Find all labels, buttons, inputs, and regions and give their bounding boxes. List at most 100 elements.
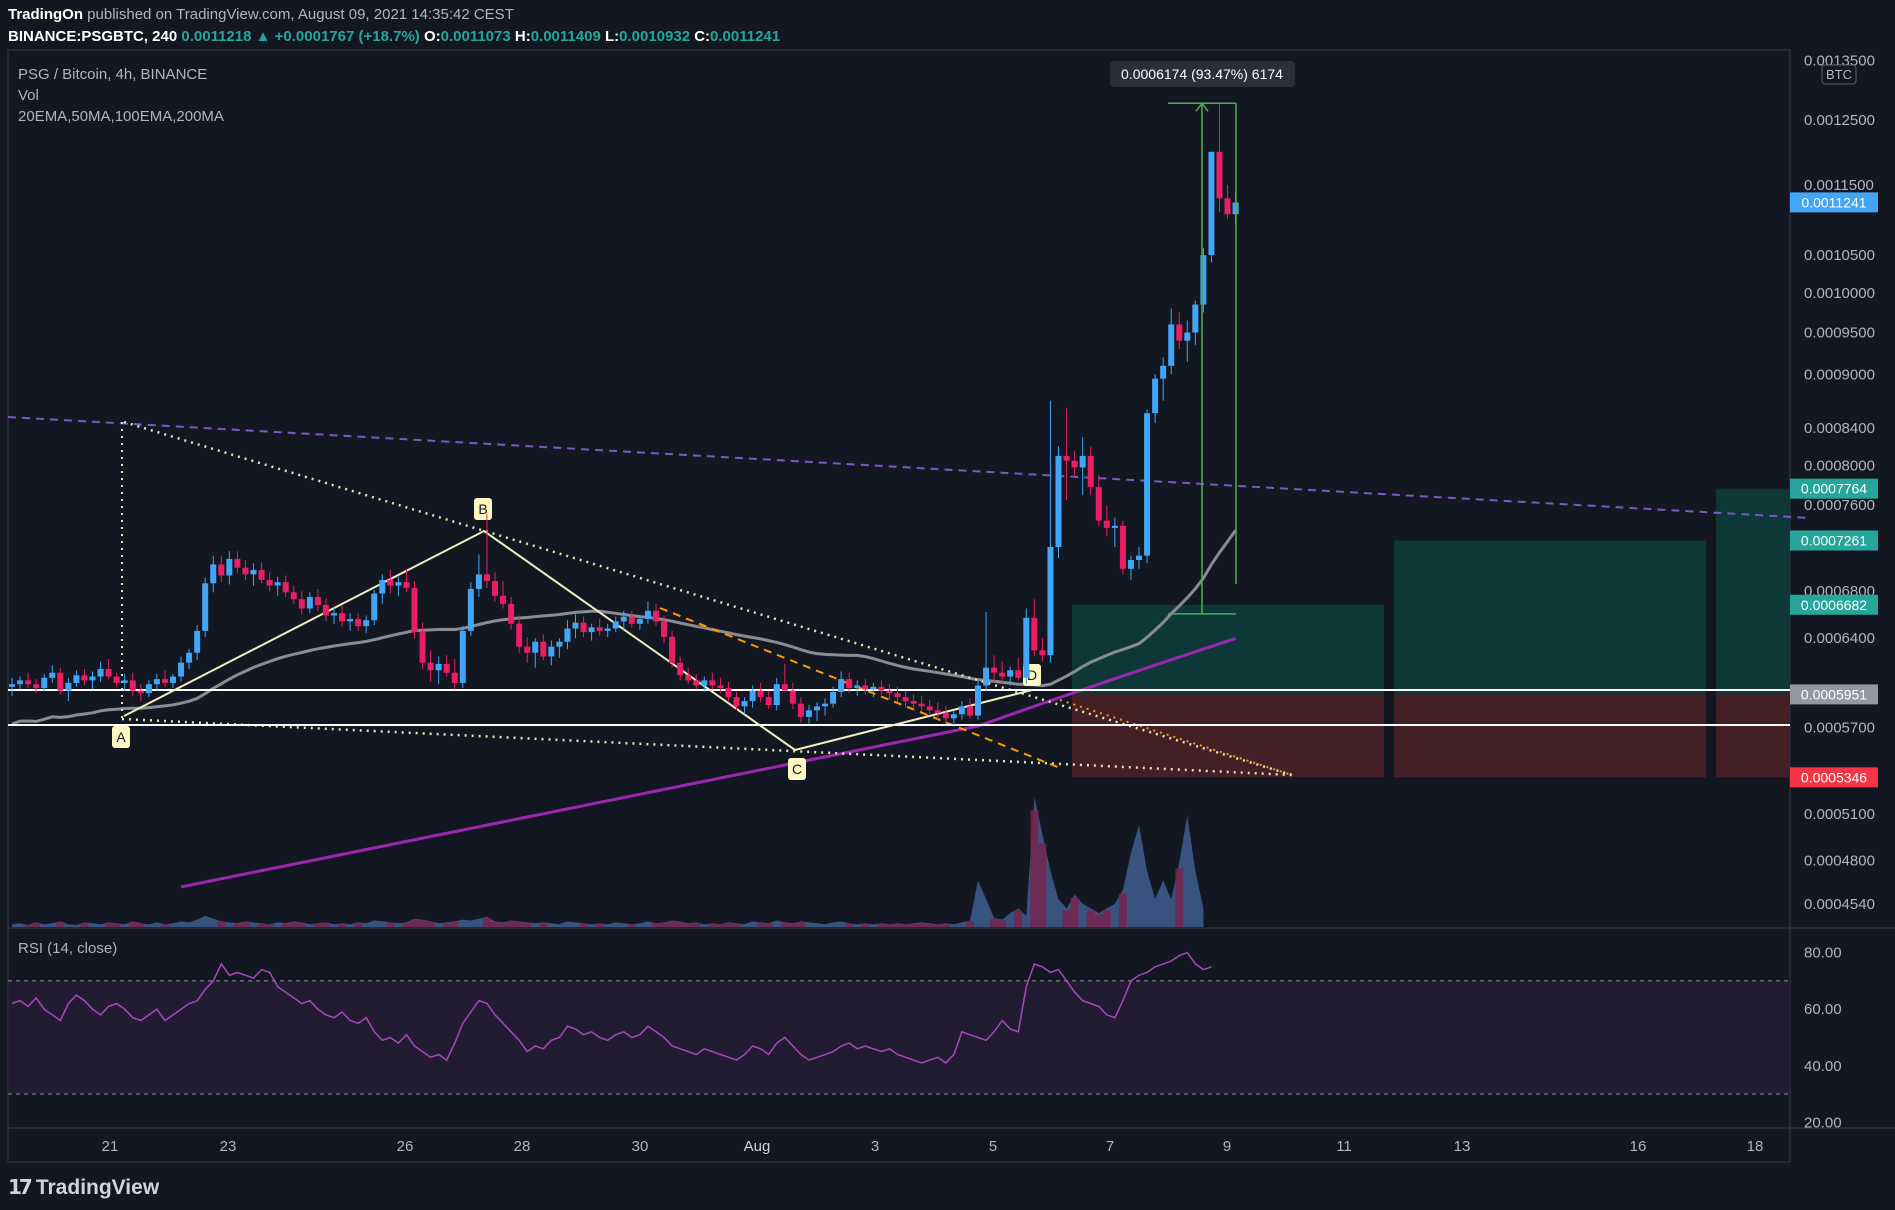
candle-down bbox=[1015, 670, 1022, 678]
candle-up bbox=[306, 596, 313, 609]
low-value: 0.0010932 bbox=[619, 28, 691, 45]
candle-down bbox=[886, 690, 893, 694]
candle-up bbox=[17, 680, 24, 685]
volume-bar-down bbox=[595, 923, 604, 927]
time-axis-label: 16 bbox=[1630, 1138, 1647, 1155]
volume-bar-down bbox=[128, 921, 137, 927]
candle-up bbox=[210, 564, 217, 584]
volume-bar-down bbox=[313, 923, 322, 927]
candle-down bbox=[508, 603, 515, 624]
time-axis-label: 11 bbox=[1336, 1138, 1352, 1155]
candle-up bbox=[250, 569, 257, 575]
candle-down bbox=[403, 582, 410, 588]
candle-down bbox=[411, 587, 418, 633]
low-label: L: bbox=[604, 28, 620, 45]
volume-legend[interactable]: Vol bbox=[18, 87, 39, 104]
candle-up bbox=[153, 679, 160, 685]
pattern-point-a: A bbox=[116, 729, 126, 745]
volume-bar-down bbox=[297, 922, 306, 927]
volume-bar-down bbox=[426, 921, 435, 927]
candle-down bbox=[355, 619, 362, 627]
author-name[interactable]: TradingOn bbox=[8, 6, 83, 23]
orange-dotted-line bbox=[1059, 699, 1293, 776]
pair-legend[interactable]: PSG / Bitcoin, 4h, BINANCE bbox=[18, 66, 208, 83]
candle-up bbox=[274, 582, 281, 586]
volume-bar-down bbox=[241, 921, 250, 927]
currency-badge: BTC bbox=[1826, 67, 1852, 82]
price-axis-label: 0.0006400 bbox=[1804, 630, 1875, 647]
volume-bar-down bbox=[1030, 810, 1039, 927]
candle-down bbox=[733, 697, 740, 707]
candle-down bbox=[942, 712, 949, 719]
volume-bar-down bbox=[1038, 843, 1047, 927]
volume-bar-down bbox=[1102, 910, 1111, 927]
high-value: 0.0011409 bbox=[530, 28, 601, 45]
candle-down bbox=[25, 680, 32, 685]
candle-down bbox=[451, 672, 458, 683]
volume-bar-down bbox=[917, 922, 926, 927]
candle-up bbox=[644, 610, 651, 620]
candle-down bbox=[137, 690, 144, 694]
candle-up bbox=[331, 613, 337, 616]
pattern-point-a-badge bbox=[112, 726, 130, 748]
candle-down bbox=[628, 616, 635, 624]
volume-bar-down bbox=[764, 923, 773, 927]
volume-bar-down bbox=[515, 921, 524, 927]
rsi-band bbox=[8, 980, 1790, 1095]
candle-down bbox=[443, 663, 450, 673]
candle-down bbox=[653, 610, 659, 622]
triangle-upper-line bbox=[123, 420, 1293, 777]
time-axis-label: 21 bbox=[102, 1138, 119, 1155]
price-axis-label: 0.0008400 bbox=[1804, 420, 1875, 437]
volume-bar-down bbox=[877, 923, 886, 927]
candle-up bbox=[1144, 413, 1151, 556]
volume-bar-down bbox=[788, 923, 797, 927]
volume-bar-down bbox=[418, 920, 427, 927]
candle-down bbox=[910, 701, 917, 704]
volume-bar-down bbox=[901, 924, 910, 927]
candle-up bbox=[1184, 332, 1191, 341]
volume-bar-down bbox=[780, 922, 789, 927]
brand[interactable]: 𝟭𝟳 TradingView bbox=[8, 1175, 159, 1200]
time-axis-label: 18 bbox=[1747, 1138, 1764, 1155]
volume-bar-down bbox=[442, 922, 451, 927]
candle-down bbox=[926, 706, 933, 711]
candle-up bbox=[1160, 365, 1167, 379]
rsi-legend[interactable]: RSI (14, close) bbox=[18, 940, 118, 957]
candle-up bbox=[1023, 617, 1030, 678]
ohlc-line: BINANCE:PSGBTC, 240 0.0011218 ▲ +0.00017… bbox=[8, 28, 780, 45]
candle-down bbox=[234, 558, 241, 568]
price-axis-label: 0.0010000 bbox=[1804, 285, 1875, 302]
candle-down bbox=[918, 703, 925, 707]
volume-bar-down bbox=[845, 923, 854, 927]
volume-bar-down bbox=[1175, 868, 1184, 927]
candle-down bbox=[862, 685, 869, 690]
time-axis-label: 28 bbox=[514, 1138, 531, 1155]
candle-up bbox=[805, 710, 812, 717]
candle-down bbox=[894, 693, 901, 698]
candle-down bbox=[757, 690, 764, 698]
pattern-point-d: D bbox=[1027, 667, 1037, 683]
price-badge-target: 0.0006682 bbox=[1801, 597, 1867, 613]
rsi-line bbox=[11, 951, 1212, 1064]
volume-bar-down bbox=[684, 923, 693, 927]
candle-down bbox=[1087, 455, 1094, 488]
candle-down bbox=[789, 690, 796, 704]
price-badge-stop: 0.0005346 bbox=[1801, 769, 1867, 785]
candle-down bbox=[483, 574, 490, 582]
candle-up bbox=[830, 691, 837, 704]
candle-down bbox=[765, 697, 772, 706]
ma-legend[interactable]: 20EMA,50MA,100EMA,200MA bbox=[18, 108, 224, 125]
candle-down bbox=[298, 599, 305, 609]
candle-up bbox=[1127, 560, 1134, 569]
candle-up bbox=[1007, 670, 1014, 677]
candle-up bbox=[773, 684, 780, 706]
candle-down bbox=[322, 605, 329, 616]
candle-down bbox=[105, 668, 112, 677]
candle-up bbox=[467, 588, 474, 631]
volume-bar-down bbox=[354, 922, 363, 927]
candle-down bbox=[1216, 151, 1223, 199]
candle-up bbox=[983, 667, 990, 686]
tradingview-logo-icon: 𝟭𝟳 bbox=[8, 1177, 33, 1199]
